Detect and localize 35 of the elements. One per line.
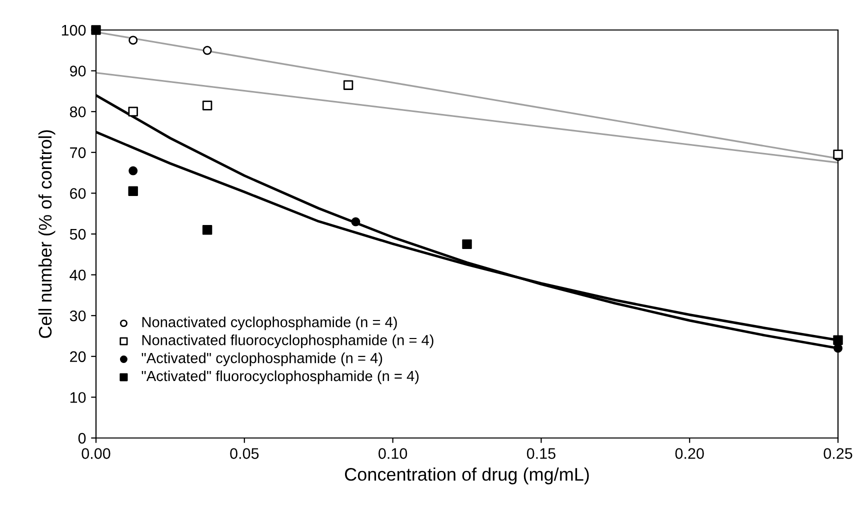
x-tick-label: 0.00 — [82, 448, 110, 459]
x-tick-label: 0.15 — [526, 448, 556, 459]
x-tick-label: 0.25 — [824, 448, 852, 459]
y-tick-label: 100 — [62, 24, 86, 36]
y-tick-label: 70 — [70, 147, 86, 158]
y-tick-label: 80 — [70, 106, 86, 118]
legend-label: Nonactivated fluorocyclophosphamide (n = 4) — [142, 334, 434, 348]
point — [128, 36, 138, 45]
y-tick-label: 40 — [70, 270, 86, 280]
y-tick-label: 90 — [70, 66, 86, 76]
point — [202, 46, 212, 55]
y-tick-label: 60 — [70, 188, 86, 199]
x-tick-label: 0.20 — [675, 448, 704, 459]
point — [351, 217, 360, 226]
y-tick-label: 50 — [70, 228, 86, 240]
point — [462, 239, 472, 250]
point — [91, 25, 101, 35]
y-tick-label: 30 — [70, 310, 86, 322]
legend-label: "Activated" cyclophosphamide (n = 4) — [142, 352, 382, 366]
point — [202, 225, 212, 235]
point — [343, 80, 354, 90]
y-tick-label: 10 — [70, 392, 86, 403]
point — [128, 186, 138, 196]
y-tick-label: 0 — [78, 432, 86, 444]
point — [202, 100, 212, 110]
point — [128, 166, 138, 176]
x-tick-label: 0.10 — [378, 448, 408, 459]
y-tick-label: 20 — [70, 351, 86, 362]
legend-label: "Activated" fluorocyclophosphamide (n = 4) — [142, 370, 419, 384]
point — [128, 106, 138, 116]
x-tick-label: 0.05 — [230, 448, 259, 459]
x-axis-title: Concentration of drug (mg/mL) — [344, 468, 589, 484]
legend-label: Nonactivated cyclophosphamide (n = 4) — [142, 316, 397, 330]
point — [833, 335, 843, 345]
y-axis-title: Cell number (% of control) — [38, 130, 56, 338]
